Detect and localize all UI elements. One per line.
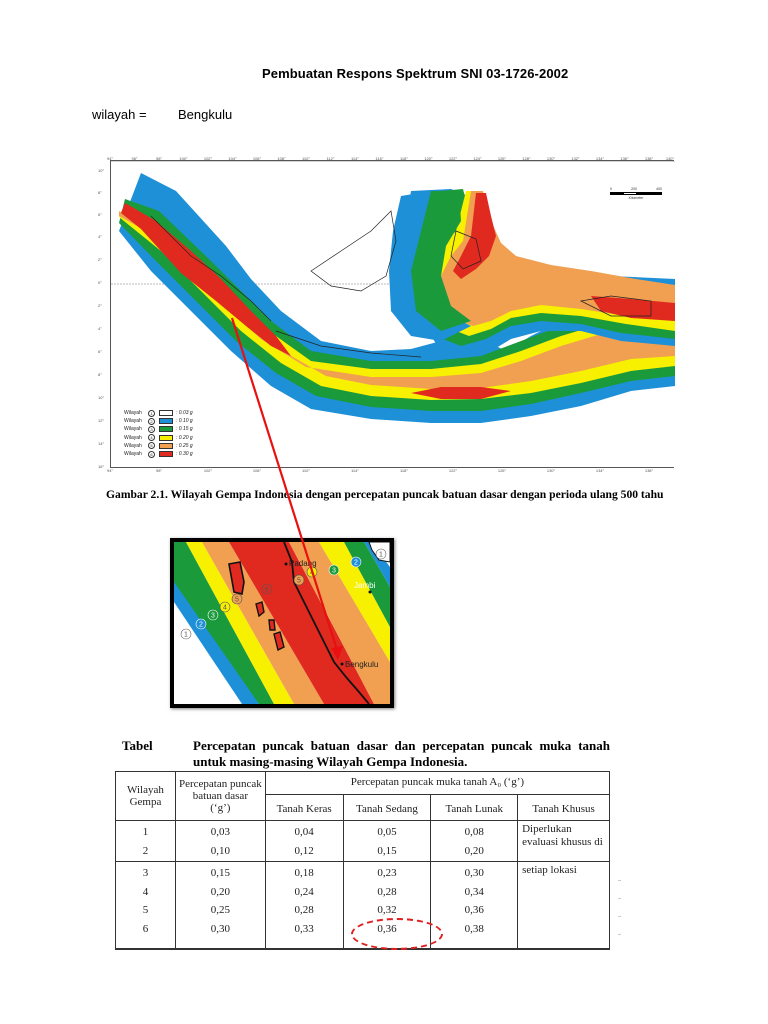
seismic-zone-shapes: [111, 161, 675, 423]
table-caption-text: Percepatan puncak batuan dasar dan perce…: [193, 738, 610, 769]
wilayah-row: wilayah = Bengkulu: [92, 107, 232, 122]
svg-text:4: 4: [223, 605, 227, 612]
longitude-axis-top: 94° 96° 98° 100° 102° 104° 106° 108° 110…: [106, 156, 675, 161]
header-tanah-lunak: Tanah Lunak: [430, 794, 519, 821]
wilayah-value: Bengkulu: [178, 107, 233, 122]
legend-swatch: [159, 451, 173, 458]
khusus-note-continued: setiap lokasi: [517, 861, 610, 950]
svg-text:3: 3: [211, 613, 215, 620]
table-label: Tabel: [122, 738, 153, 753]
svg-text:2: 2: [199, 622, 203, 629]
legend-row: Wilayah 1 : 0.03 g: [124, 409, 193, 417]
legend-row: Wilayah 3 : 0.15 g: [124, 425, 193, 433]
khusus-note: Diperlukan evaluasi khusus di: [517, 820, 610, 862]
legend-swatch: [159, 426, 173, 433]
map-caption: Gambar 2.1. Wilayah Gempa Indonesia deng…: [106, 488, 664, 501]
header-muka-tanah: Percepatan puncak muka tanah A₀ (‘g’): [264, 771, 611, 795]
inset-zone-bands: 1 2 3 4 5 6 5 4 3 2 1 Padang Jambi Bengk…: [174, 542, 390, 704]
legend-row: Wilayah 4 : 0.20 g: [124, 434, 193, 442]
highlight-ellipse: [351, 918, 443, 950]
header-batuan-dasar: Percepatan puncak batuan dasar (‘g’): [174, 771, 266, 821]
legend-swatch: [159, 434, 173, 441]
wilayah-label: wilayah =: [92, 107, 147, 122]
map-legend: Wilayah 1 : 0.03 g Wilayah 2 : 0.10 g Wi…: [124, 409, 193, 458]
svg-text:3: 3: [332, 568, 336, 575]
document-title: Pembuatan Respons Spektrum SNI 03-1726-2…: [262, 66, 569, 81]
legend-swatch: [159, 442, 173, 449]
header-tanah-khusus: Tanah Khusus: [517, 794, 610, 821]
longitude-axis-bottom: 94° 98° 102° 106° 110° 114° 118° 122° 12…: [106, 468, 654, 473]
svg-text:5: 5: [235, 597, 239, 604]
header-tanah-sedang: Tanah Sedang: [342, 794, 432, 821]
seismic-zone-map: [110, 160, 675, 468]
header-wilayah-gempa: Wilayah Gempa: [115, 771, 176, 821]
header-tanah-keras: Tanah Keras: [264, 794, 344, 821]
legend-row: Wilayah 6 : 0.30 g: [124, 450, 193, 458]
legend-swatch: [159, 410, 173, 417]
page-edge-marks: [618, 880, 622, 960]
svg-text:5: 5: [297, 578, 301, 585]
legend-row: Wilayah 2 : 0.10 g: [124, 417, 193, 425]
svg-text:1: 1: [379, 552, 383, 559]
svg-text:2: 2: [354, 560, 358, 567]
legend-swatch: [159, 418, 173, 425]
map-scale-bar: 0 200 400 Kilometer: [610, 187, 662, 200]
legend-row: Wilayah 5 : 0.25 g: [124, 442, 193, 450]
svg-text:Padang: Padang: [289, 559, 317, 568]
svg-text:4: 4: [310, 570, 314, 577]
inset-map-bengkulu: 1 2 3 4 5 6 5 4 3 2 1 Padang Jambi Bengk…: [170, 538, 394, 708]
svg-text:Jambi: Jambi: [354, 581, 376, 590]
svg-text:6: 6: [265, 587, 269, 594]
seismic-acceleration-table: Wilayah Gempa Percepatan puncak batuan d…: [115, 771, 611, 950]
svg-text:Bengkulu: Bengkulu: [345, 660, 378, 669]
svg-text:1: 1: [184, 632, 188, 639]
